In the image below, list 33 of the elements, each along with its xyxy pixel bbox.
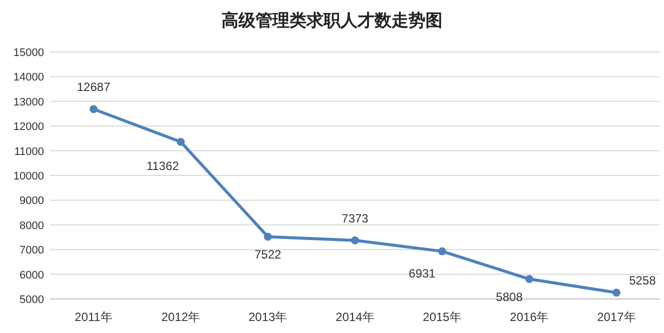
- data-label: 5808: [496, 290, 523, 304]
- data-label: 7522: [254, 248, 282, 262]
- y-tick-label: 8000: [20, 220, 44, 232]
- y-tick-label: 10000: [13, 170, 44, 182]
- point: [176, 138, 185, 146]
- data-label: 7373: [342, 211, 369, 226]
- y-tick-label: 5000: [20, 294, 44, 306]
- point: [525, 275, 534, 284]
- y-tick-label: 12000: [13, 121, 44, 134]
- data-label: 11362: [146, 158, 180, 173]
- x-tick-label: 2017年: [597, 310, 636, 324]
- x-tick-label: 2012年: [161, 310, 200, 324]
- y-tick-label: 15000: [13, 47, 44, 59]
- x-tick-label: 2015年: [422, 310, 462, 324]
- point: [351, 236, 359, 244]
- y-tick-label: 9000: [20, 195, 44, 208]
- data-label: 12687: [76, 80, 111, 94]
- y-tick-label: 13000: [13, 96, 44, 108]
- point: [264, 232, 272, 241]
- y-tick-label: 7000: [20, 244, 44, 257]
- x-tick-label: 2014年: [336, 310, 374, 324]
- y-tick-label: 14000: [13, 72, 44, 84]
- x-tick-label: 2011年: [74, 310, 112, 324]
- point: [90, 105, 98, 114]
- y-tick-label: 11000: [14, 146, 44, 158]
- point: [438, 247, 446, 256]
- x-tick-label: 2013年: [248, 310, 288, 324]
- data-label: 6931: [408, 266, 436, 280]
- y-tick-label: 6000: [20, 269, 44, 282]
- x-tick-label: 2016年: [510, 310, 549, 324]
- data-label: 5258: [629, 274, 656, 288]
- point: [612, 288, 620, 297]
- chart-title: 高级管理类求职人才数走势图: [222, 11, 442, 30]
